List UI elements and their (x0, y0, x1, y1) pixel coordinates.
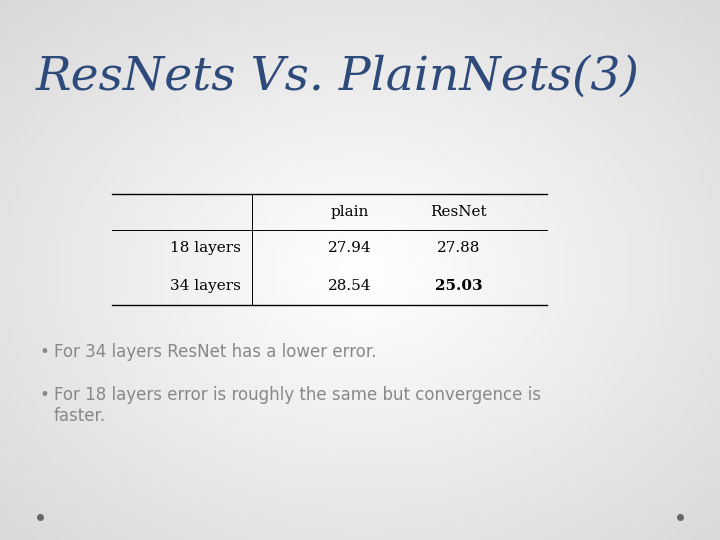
Text: ResNet: ResNet (431, 205, 487, 219)
Text: plain: plain (330, 205, 369, 219)
Text: 18 layers: 18 layers (171, 241, 241, 255)
Text: 34 layers: 34 layers (171, 279, 241, 293)
Text: •: • (40, 343, 50, 361)
Text: 27.88: 27.88 (437, 241, 480, 255)
Text: For 34 layers ResNet has a lower error.: For 34 layers ResNet has a lower error. (54, 343, 377, 361)
Text: 25.03: 25.03 (435, 279, 482, 293)
Text: For 18 layers error is roughly the same but convergence is
faster.: For 18 layers error is roughly the same … (54, 386, 541, 425)
Text: 27.94: 27.94 (328, 241, 372, 255)
Text: ResNets Vs. PlainNets(3): ResNets Vs. PlainNets(3) (36, 54, 640, 99)
Text: •: • (40, 386, 50, 404)
Text: 28.54: 28.54 (328, 279, 372, 293)
